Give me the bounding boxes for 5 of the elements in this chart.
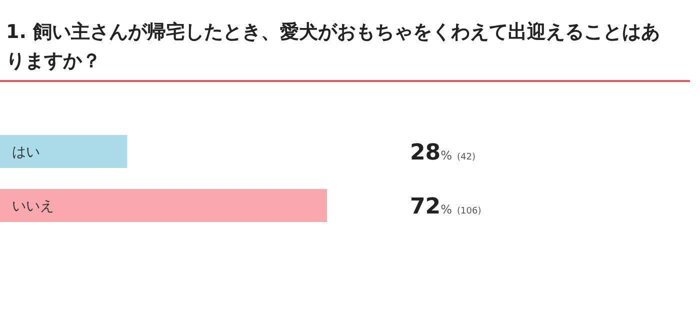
y-tick-label: いいえ: [12, 198, 54, 214]
data-label: 72% (106): [410, 194, 482, 220]
data-label: 28% (42): [410, 140, 476, 166]
y-tick-label: はい: [12, 144, 40, 160]
chart-title: 1. 飼い主さんが帰宅したとき、愛犬がおもちゃをくわえて出迎えることはありますか？: [6, 20, 662, 74]
